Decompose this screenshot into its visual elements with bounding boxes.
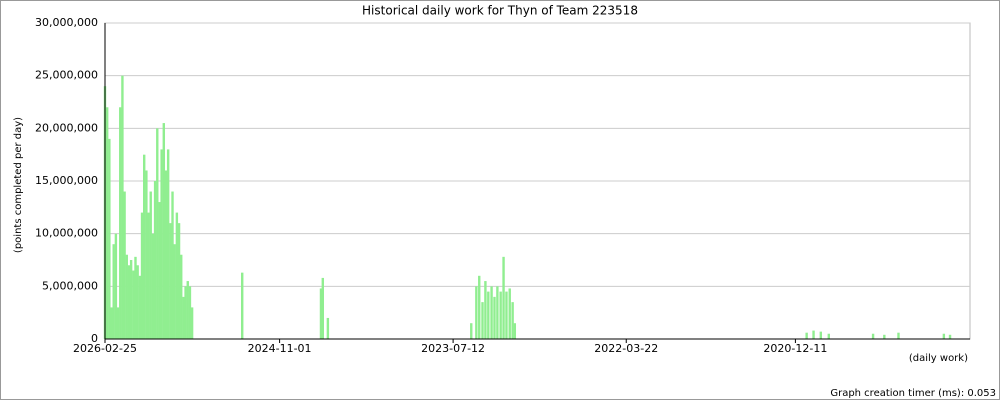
bar [134,256,137,339]
bar [496,286,499,339]
bar [819,331,823,339]
bar [132,270,135,339]
bar [160,149,163,339]
bar [110,307,113,339]
bar [484,281,487,339]
bar [171,191,174,339]
bar [241,272,244,339]
y-tick-label: 25,000,000 [35,69,98,82]
y-axis-label: (points completed per day) [13,117,24,253]
x-tick-label: 2026-02-25 [73,342,137,355]
bar [140,212,144,339]
bar [182,296,185,339]
bar [114,233,118,339]
bar [493,296,496,339]
bar [475,286,478,339]
bar [175,212,179,339]
y-tick-label: 20,000,000 [35,121,98,134]
bar [502,256,505,339]
bar [499,291,502,339]
bar [948,334,952,339]
bar [805,332,808,339]
bar [123,191,126,339]
bar [169,223,172,339]
bar [487,291,490,339]
x-tick-label: 2024-11-01 [248,342,312,355]
bar [511,302,514,339]
bar [147,212,150,339]
bar [121,75,124,340]
x-tick-label: 2020-12-11 [763,342,827,355]
bar [326,317,330,339]
y-tick-label: 15,000,000 [35,174,98,187]
bar [190,307,194,339]
bar [812,330,815,339]
bar [149,191,152,339]
bar [188,286,192,339]
bar [166,149,170,339]
bar [151,233,155,339]
bar [897,332,900,339]
bar [112,244,115,339]
bar [153,181,157,339]
bar [180,254,183,339]
y-tick-label: 0 [91,332,98,345]
bar [186,281,189,339]
bar [119,107,122,340]
bar [177,223,181,339]
chart-title: Historical daily work for Thyn of Team 2… [362,4,638,18]
y-tick-label: 10,000,000 [35,227,98,240]
y-tick-label: 30,000,000 [35,16,98,29]
bar [108,138,111,339]
bar [883,334,886,339]
bar [321,277,324,339]
bar [871,333,875,339]
footer: Graph creation timer (ms): 0.053 [830,388,996,399]
bar [490,286,493,339]
bar [827,333,830,339]
bar [156,128,159,339]
bar [164,170,168,339]
bar [478,275,481,339]
bar [127,265,131,339]
bar [513,323,517,339]
bar [319,288,323,339]
bar [184,286,187,339]
y-tick-label: 5,000,000 [42,279,98,292]
bar [143,154,146,339]
bar [173,244,176,339]
x-tick-label: 2022-03-22 [594,342,658,355]
bar [136,265,139,339]
bar [942,333,946,339]
bar [505,291,508,339]
bar [116,307,120,339]
x-axis-label: (daily work) [909,353,968,364]
bar [481,302,484,339]
bar [129,260,133,339]
bar [508,288,511,339]
bar [470,323,473,339]
bar [105,107,109,340]
bar [138,275,142,339]
bar [125,254,128,339]
bar [158,202,161,339]
x-tick-label: 2023-07-12 [421,342,485,355]
bar [162,123,166,339]
bar [145,170,148,339]
